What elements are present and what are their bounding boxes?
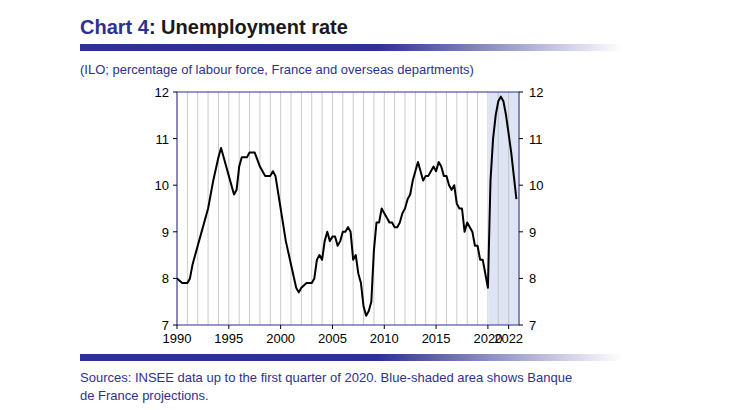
grid-line [259,92,260,325]
y-tick-label: 11 [156,132,170,147]
x-tick [487,325,488,329]
y-tick [173,231,177,232]
grid-line [467,92,468,325]
grid-line [353,92,354,325]
chart: Chart 4: Unemployment rate (ILO; percenta… [0,0,730,410]
y-tick [173,138,177,139]
unemployment-line [177,97,516,316]
grid-line [239,92,240,325]
x-tick [384,325,385,329]
x-tick [508,325,509,329]
grid-line [415,92,416,325]
x-tick [332,325,333,329]
y2-tick-label: 8 [529,271,536,286]
x-tick-label: 2010 [370,331,399,346]
title-part: : Unemployment rate [149,16,348,38]
grid-line [498,92,499,325]
grid-line [270,92,271,325]
x-tick [177,325,178,329]
grid-line [249,92,250,325]
grid-line [394,92,395,325]
x-tick-label: 2022 [494,331,523,346]
x-tick-label: 1990 [163,331,192,346]
y-tick [173,92,177,93]
grid-line [456,92,457,325]
grid-line [384,92,385,325]
y2-tick-label: 9 [529,225,536,240]
source: Sources: INSEE data up to the first quar… [80,370,572,385]
grid-line [487,92,488,325]
grid-line [228,92,229,325]
x-tick-label: 2005 [318,331,347,346]
grid-line [477,92,478,325]
y2-tick [519,325,523,326]
x-tick [280,325,281,329]
grid-line [363,92,364,325]
grid-line [311,92,312,325]
x-tick-label: 2000 [266,331,295,346]
y2-tick [519,278,523,279]
x-tick [228,325,229,329]
plot-frame [177,92,519,325]
x-tick-label: 1995 [214,331,243,346]
y2-tick [519,231,523,232]
y2-tick-label: 7 [529,318,536,333]
subtitle: (ILO; percentage of labour force, France… [80,62,474,77]
x-tick [436,325,437,329]
y2-tick-label: 12 [529,85,543,100]
y-tick-label: 9 [162,225,169,240]
y2-tick-label: 11 [529,132,543,147]
grid-line [218,92,219,325]
title-part: Chart 4 [80,16,150,38]
y-tick [173,278,177,279]
y2-tick [519,138,523,139]
y-tick [173,185,177,186]
grid-line [436,92,437,325]
source: de France projections. [80,388,209,403]
y2-tick [519,92,523,93]
title: Chart 4: Unemployment rate [80,16,348,38]
title-bar [80,44,622,51]
grid-line [446,92,447,325]
y2-tick [519,185,523,186]
grid-line [291,92,292,325]
y-tick-label: 10 [155,178,169,193]
x-tick-label: 2015 [422,331,451,346]
grid-line [425,92,426,325]
grid-line [332,92,333,325]
grid-line [342,92,343,325]
footer-bar [80,354,622,361]
grid-line [322,92,323,325]
y-tick [173,325,177,326]
y-tick-label: 12 [155,85,169,100]
plot-area [177,97,516,316]
y-tick-label: 8 [162,271,169,286]
grid-line [197,92,198,325]
grid-line [187,92,188,325]
grid-line [373,92,374,325]
y2-tick-label: 10 [529,178,543,193]
